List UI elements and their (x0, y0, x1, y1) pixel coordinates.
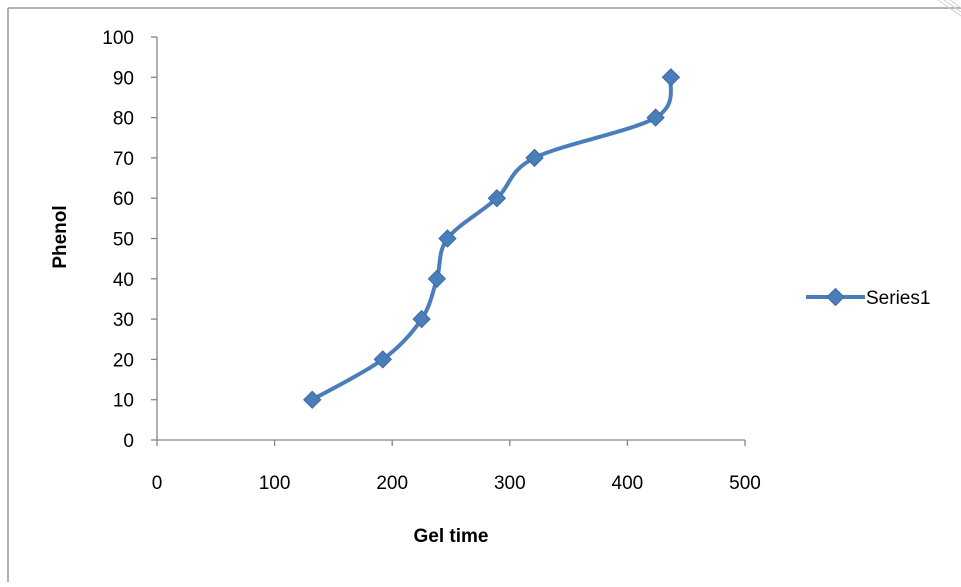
y-tick-label: 60 (113, 189, 134, 210)
axes: 0 10 20 30 40 50 60 70 80 90 100 0 100 200 300 400 500 (102, 28, 761, 494)
series-layer (303, 68, 681, 409)
data-point-marker (303, 390, 322, 409)
page-corner-decoration (937, 0, 961, 17)
data-point-marker (438, 229, 457, 248)
legend: Series1 (806, 287, 930, 309)
data-point-marker (661, 68, 681, 87)
series-group (303, 68, 681, 409)
data-point-marker (525, 148, 544, 168)
x-tick-label: 500 (729, 473, 761, 494)
y-tick-label: 90 (113, 68, 134, 89)
y-tick-label: 80 (113, 109, 134, 130)
y-tick-label: 70 (113, 149, 134, 170)
legend-label: Series1 (866, 288, 930, 309)
legend-marker (826, 287, 845, 307)
y-tick-label: 20 (113, 350, 134, 371)
data-point-marker (412, 309, 431, 329)
x-tick-label: 400 (612, 473, 644, 494)
y-tick-label: 100 (102, 28, 134, 49)
x-tick-label: 100 (259, 473, 291, 494)
y-tick-label: 10 (113, 391, 134, 412)
series-line (310, 75, 673, 402)
x-tick-label: 300 (494, 473, 526, 494)
y-tick-label: 0 (123, 431, 134, 452)
y-tick-label: 50 (113, 230, 134, 251)
x-axis-title: Gel time (414, 526, 489, 547)
x-tick-label: 200 (376, 473, 408, 494)
data-point-marker (487, 188, 507, 208)
x-tick-label: 0 (152, 473, 163, 494)
data-point-marker (373, 350, 392, 369)
data-point-marker (427, 269, 447, 289)
data-point-marker (646, 108, 665, 127)
y-tick-label: 40 (113, 270, 134, 291)
y-tick-label: 30 (113, 310, 134, 331)
y-axis-title: Phenol (50, 205, 71, 268)
